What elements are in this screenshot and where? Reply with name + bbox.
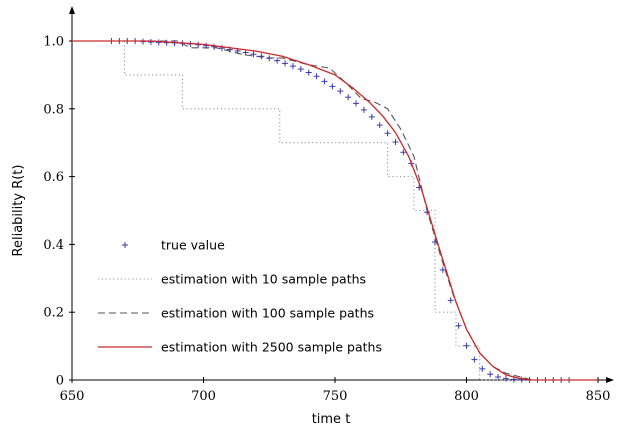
legend-swatch — [122, 242, 128, 248]
x-tick-label: 750 — [323, 389, 348, 404]
axes — [69, 6, 614, 383]
y-tick-label: 0.2 — [43, 306, 64, 321]
data-point — [502, 375, 509, 382]
data-point — [353, 100, 360, 107]
legend-item: true value — [122, 238, 225, 253]
data-point — [258, 53, 265, 60]
data-point — [203, 42, 210, 49]
y-tick-label: 0.8 — [43, 102, 64, 117]
data-point — [345, 94, 352, 101]
x-tick-label: 850 — [586, 389, 611, 404]
data-point — [424, 209, 431, 216]
series-line-estimation-with-2500-sample-paths — [72, 40, 598, 381]
data-point — [455, 322, 462, 329]
data-point — [337, 88, 344, 95]
data-point — [140, 38, 147, 45]
data-point — [266, 55, 273, 62]
y-tick-label: 0 — [56, 374, 64, 389]
data-point — [155, 39, 162, 46]
data-point — [392, 139, 399, 146]
legend-label: estimation with 10 sample paths — [161, 272, 366, 287]
data-point — [147, 39, 154, 46]
y-tick-label: 0.4 — [43, 238, 64, 253]
data-point — [313, 73, 320, 80]
y-tick-label: 0.6 — [43, 170, 64, 185]
legend-label: estimation with 2500 sample paths — [161, 340, 382, 355]
axis-ticks: 650 700 750 800 850 0 0.2 0.4 0.6 0.8 1.0 — [43, 35, 610, 405]
data-point — [479, 365, 486, 372]
y-tick-label: 1.0 — [43, 35, 64, 50]
data-point — [439, 266, 446, 273]
legend: true value estimation with 10 sample path… — [98, 238, 382, 355]
data-point — [297, 66, 304, 73]
data-point — [360, 106, 367, 113]
legend-label: true value — [161, 238, 225, 253]
data-point — [289, 63, 296, 70]
axis-labels: time t Reliability R(t) — [11, 165, 350, 427]
y-axis-label: Reliability R(t) — [11, 165, 26, 257]
data-point — [250, 51, 257, 58]
data-point — [242, 49, 249, 56]
data-point — [211, 43, 218, 50]
data-point — [400, 149, 407, 156]
data-point — [487, 371, 494, 378]
data-point — [447, 297, 454, 304]
legend-item: estimation with 10 sample paths — [98, 272, 366, 287]
y-axis-arrow — [69, 6, 75, 14]
x-axis-arrow — [606, 377, 614, 383]
data-point — [282, 60, 289, 67]
data-point — [376, 122, 383, 129]
data-point — [495, 373, 502, 380]
x-tick-label: 650 — [60, 389, 85, 404]
data-point — [321, 78, 328, 85]
data-point — [274, 57, 281, 64]
x-axis-label: time t — [312, 412, 351, 427]
data-point — [384, 130, 391, 137]
series-line-estimation-with-10-sample-paths — [72, 40, 598, 381]
x-tick-label: 800 — [454, 389, 479, 404]
data-point — [368, 113, 375, 120]
legend-item: estimation with 2500 sample paths — [98, 340, 382, 355]
data-point — [305, 69, 312, 76]
data-point — [329, 83, 336, 90]
data-point — [471, 356, 478, 363]
data-point — [463, 342, 470, 349]
data-point — [518, 376, 525, 383]
series-true-value — [108, 38, 573, 383]
series-layer — [72, 38, 598, 383]
x-tick-label: 700 — [191, 389, 216, 404]
series-line-estimation-with-100-sample-paths — [72, 40, 598, 381]
legend-item: estimation with 100 sample paths — [98, 306, 374, 321]
legend-label: estimation with 100 sample paths — [161, 306, 374, 321]
